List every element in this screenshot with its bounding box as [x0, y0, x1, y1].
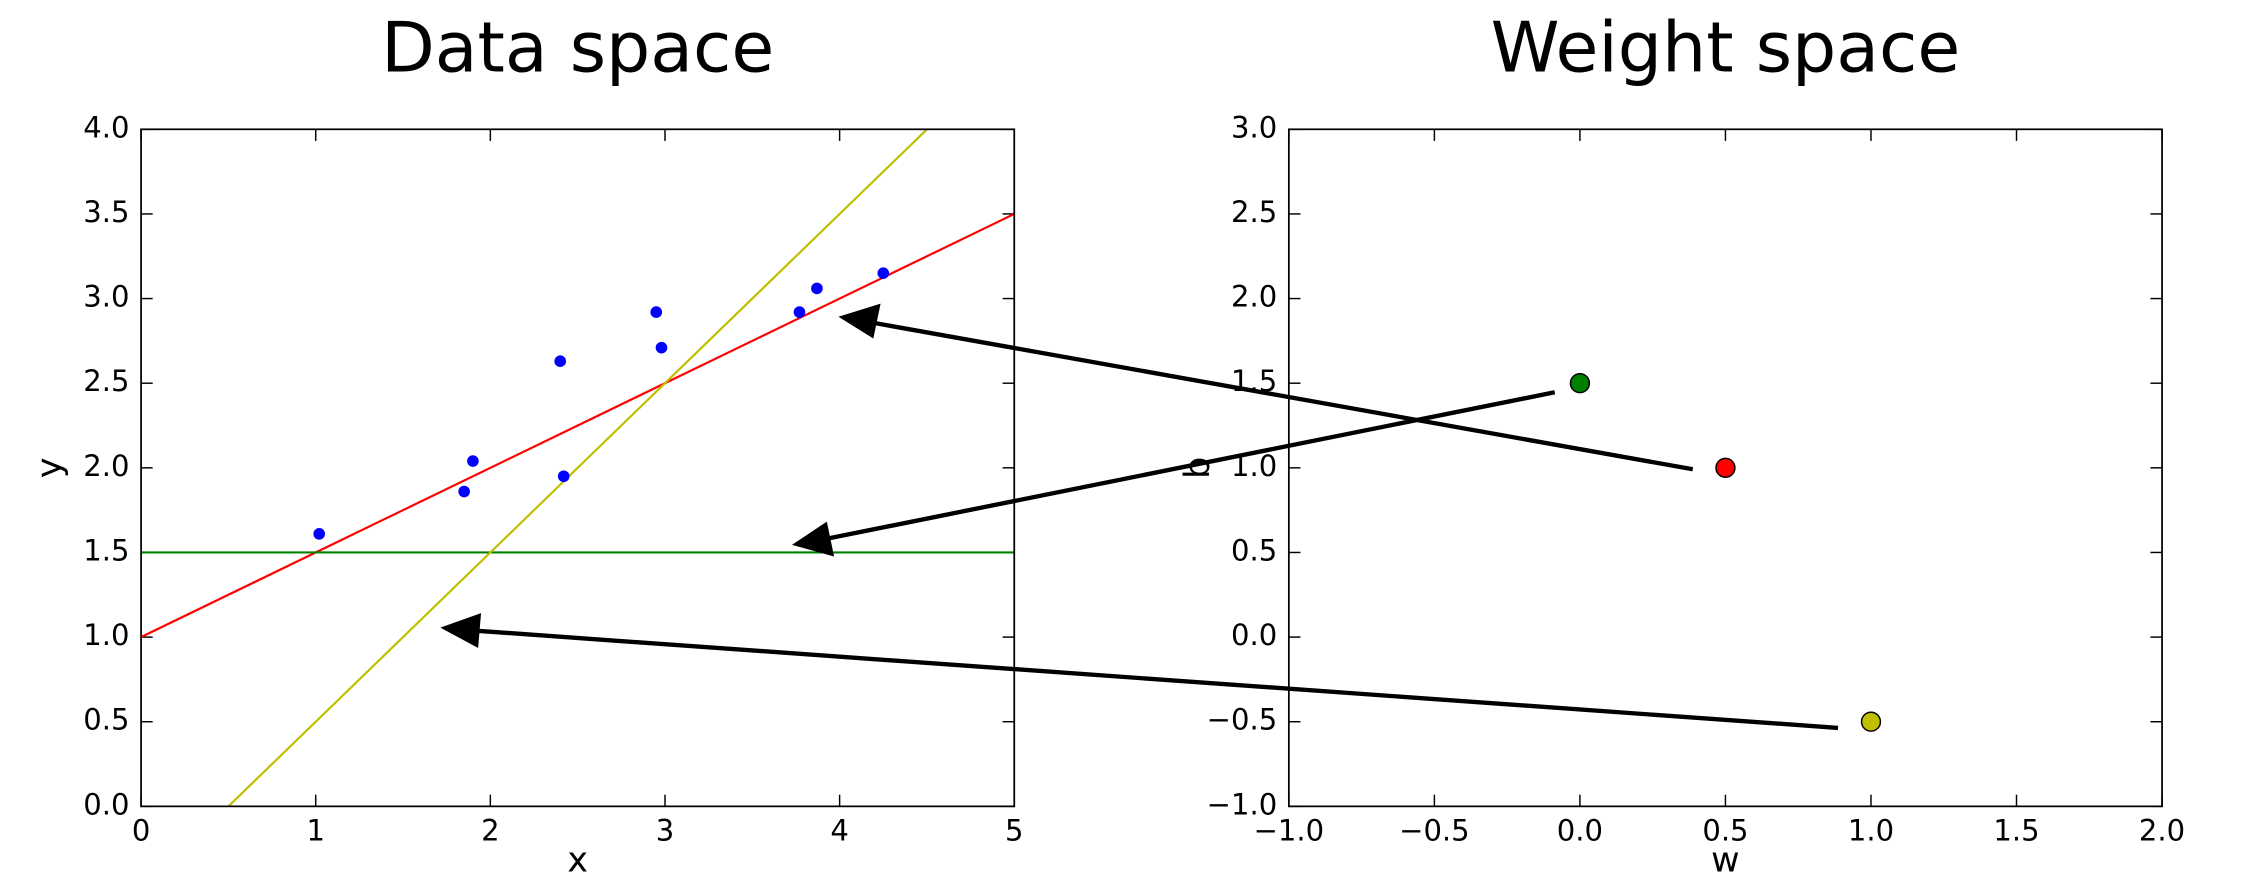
x-tick-label: 1: [306, 814, 324, 848]
point: [1860, 711, 1882, 732]
y-tick-label: 0.5: [83, 703, 129, 737]
y-tick-label: 3.0: [1231, 110, 1277, 144]
x-tick-label: 2.0: [2139, 814, 2185, 848]
point: [467, 455, 479, 467]
x-tick-label: 1.5: [1993, 814, 2039, 848]
point: [793, 306, 806, 318]
x-axis-label: x: [567, 841, 588, 879]
y-tick-label: 2.0: [83, 449, 129, 483]
y-tick-label: 0.0: [1231, 618, 1277, 652]
y-tick-label: 4.0: [83, 110, 129, 144]
point: [557, 470, 570, 483]
arrows: [440, 303, 1839, 731]
y-tick-label: 2.5: [83, 364, 129, 398]
y-tick-label: 3.0: [83, 280, 129, 314]
point: [313, 528, 326, 540]
chart-title: Weight space: [1491, 7, 1961, 88]
x-tick-label: 0.5: [1702, 814, 1748, 848]
y-axis-label: y: [30, 458, 70, 479]
x-tick-label: 5: [1005, 814, 1023, 848]
arrow: [473, 628, 1839, 731]
point: [554, 355, 567, 368]
point: [458, 485, 470, 498]
fit-line: [141, 212, 1015, 639]
y-tick-label: 2.5: [1231, 195, 1277, 229]
point: [655, 341, 668, 354]
x-tick-label: 2: [481, 814, 499, 848]
point: [1715, 457, 1736, 479]
x-tick-label: 0: [132, 814, 150, 848]
y-tick-label: 2.0: [1231, 280, 1277, 314]
x-tick-label: 4: [830, 814, 848, 848]
x-tick-label: −0.5: [1399, 814, 1470, 848]
point: [1569, 373, 1591, 394]
arrow-head: [838, 303, 881, 339]
y-tick-label: 1.0: [83, 618, 129, 652]
axes-frame: [1287, 128, 2163, 808]
arrow-head: [440, 613, 482, 648]
arrow-head: [791, 521, 835, 557]
arrow: [871, 320, 1694, 472]
y-tick-label: 0.0: [83, 787, 129, 821]
y-tick-label: −1.0: [1207, 787, 1278, 821]
y-tick-label: 1.5: [83, 533, 129, 567]
x-tick-label: −1.0: [1254, 814, 1325, 848]
y-tick-label: −0.5: [1207, 703, 1278, 737]
y-tick-label: 3.5: [83, 195, 129, 229]
x-tick-label: 1.0: [1848, 814, 1894, 848]
arrow: [824, 390, 1556, 542]
y-tick-label: 0.5: [1231, 533, 1277, 567]
x-tick-label: 3: [656, 814, 674, 848]
chart-title: Data space: [381, 7, 774, 88]
fit-line: [227, 129, 928, 807]
axes-frame: [140, 128, 1016, 808]
point: [650, 306, 663, 318]
x-axis-label: w: [1711, 841, 1740, 879]
point: [811, 282, 823, 295]
x-tick-label: 0.0: [1557, 814, 1603, 848]
point: [877, 267, 890, 279]
